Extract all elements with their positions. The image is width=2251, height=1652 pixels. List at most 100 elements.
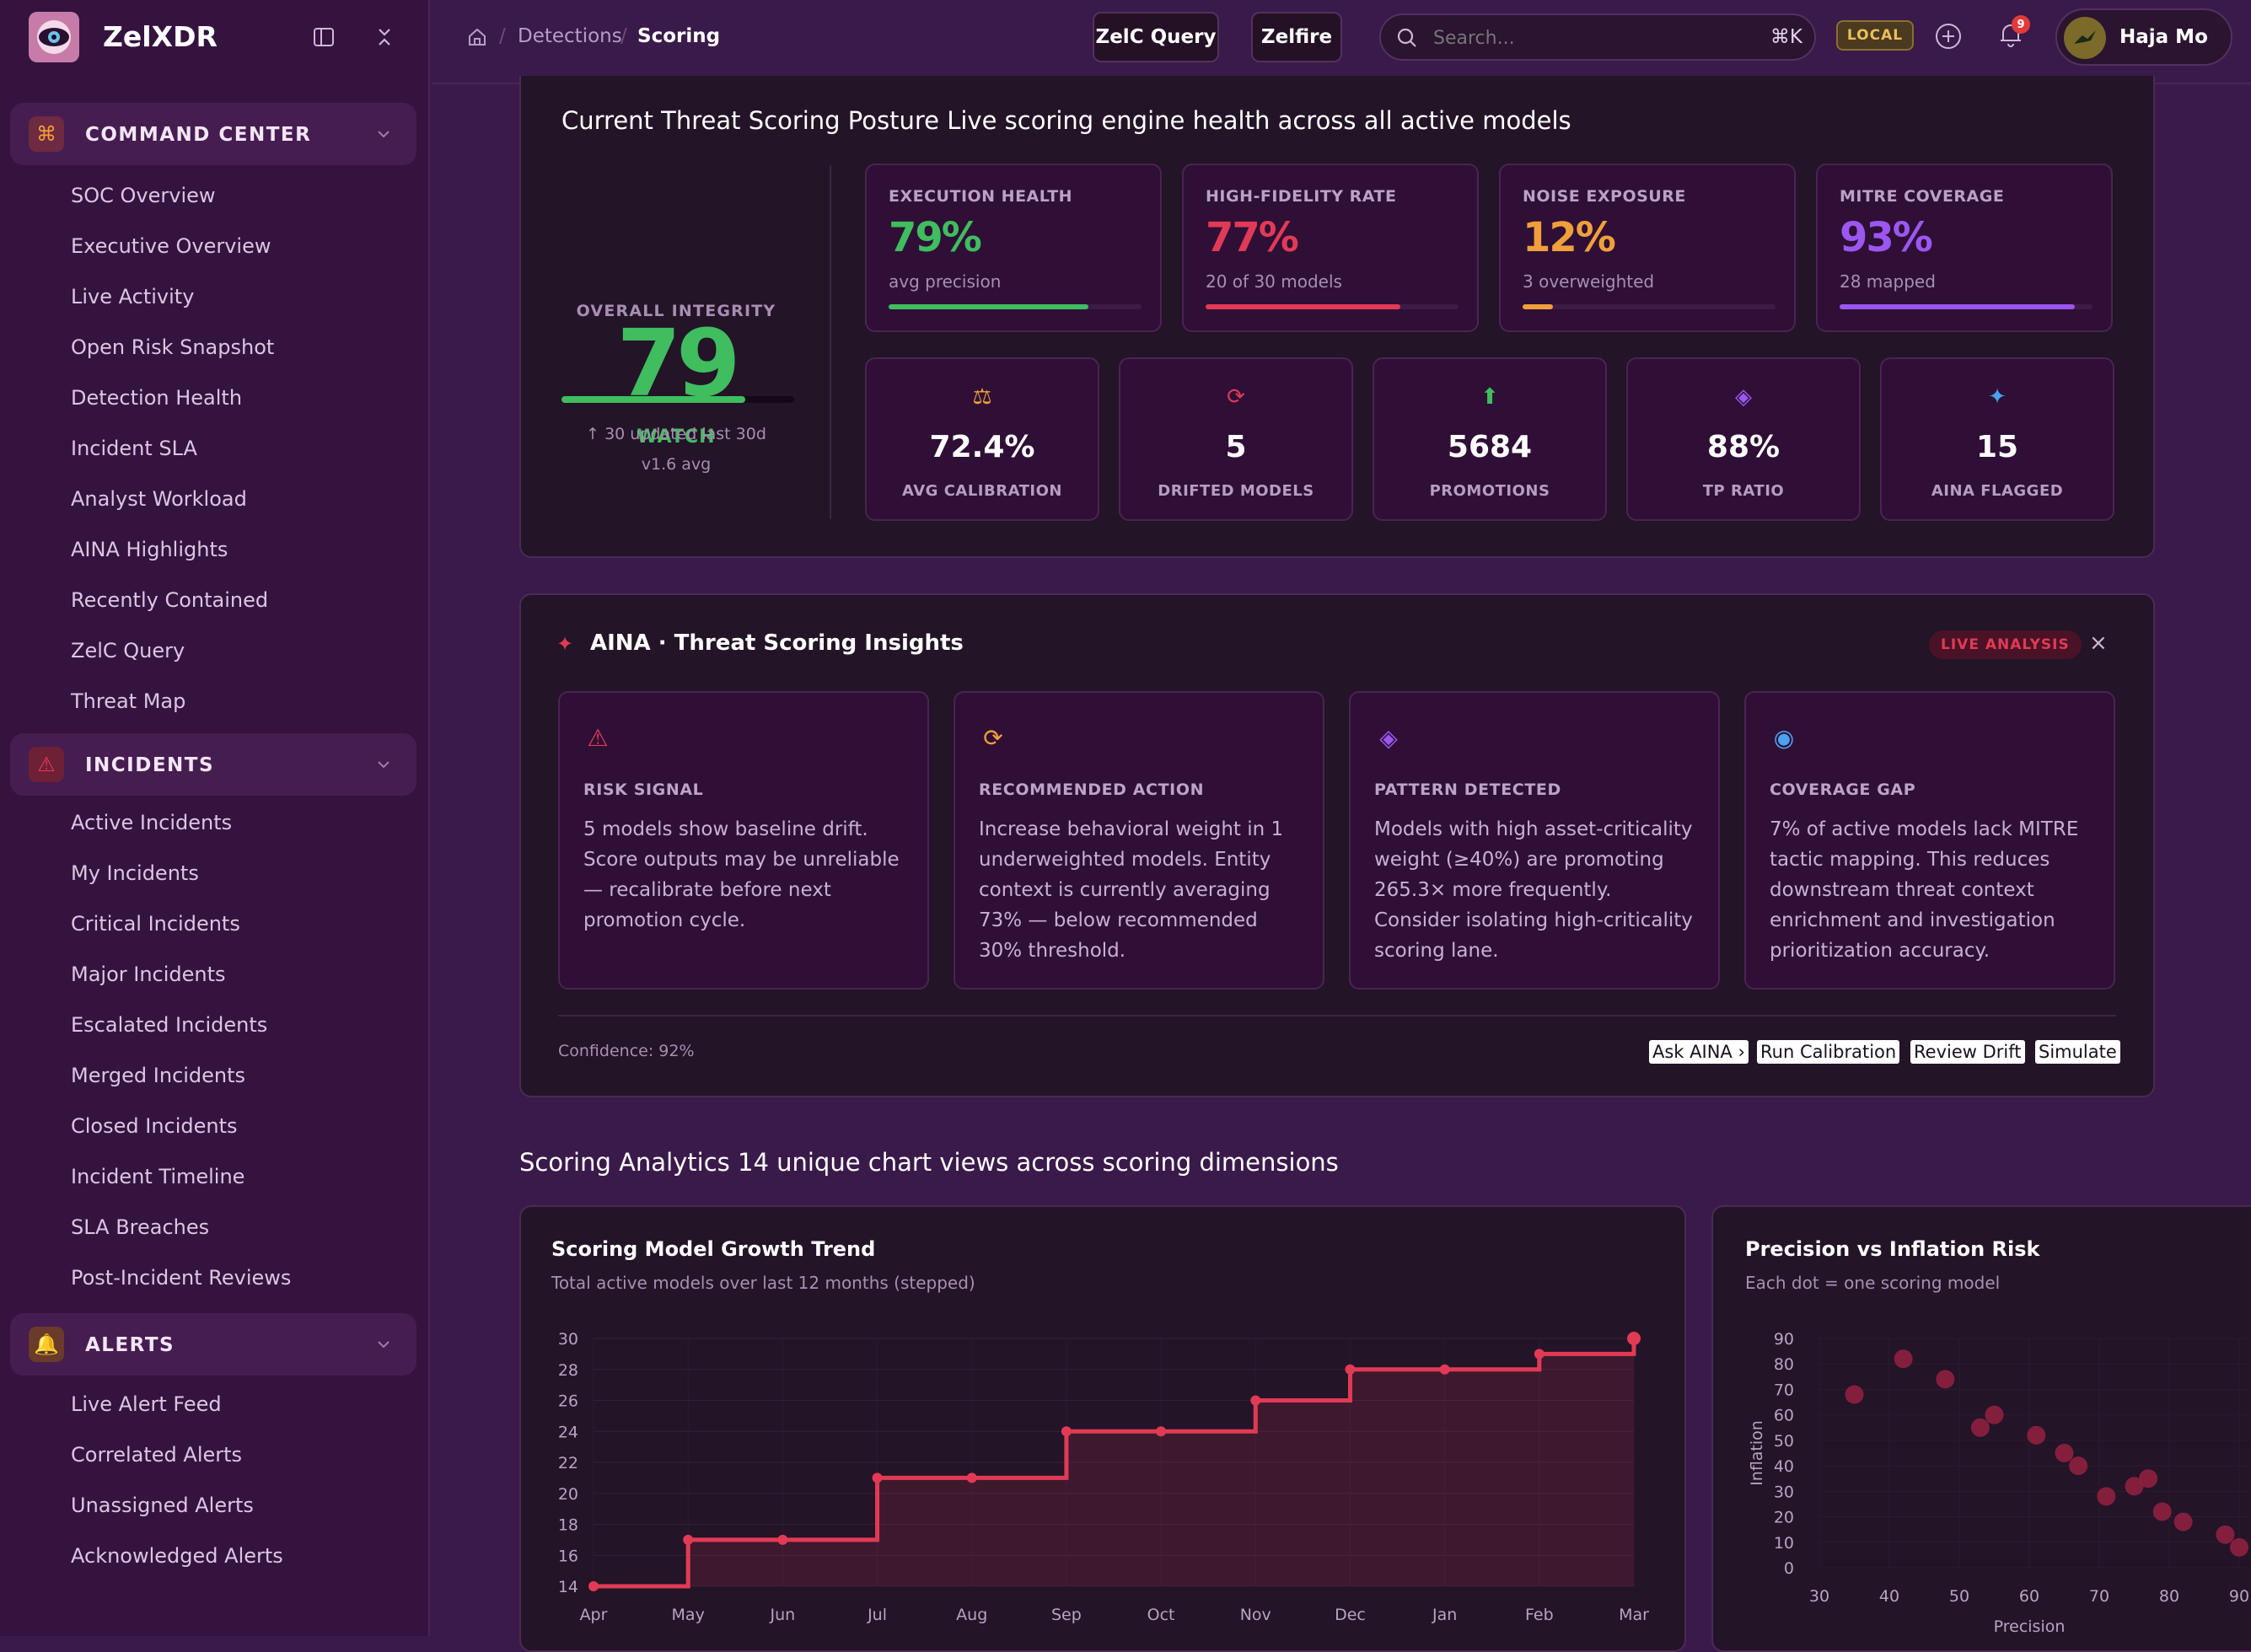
close-icon[interactable]: × (2089, 630, 2108, 656)
sidebar-item-aina-highlights[interactable]: AINA Highlights (71, 538, 228, 561)
breadcrumb-detections[interactable]: Detections (518, 25, 622, 47)
target-icon: ◉ (1773, 723, 1795, 752)
sidebar-item-acknowledged-alerts[interactable]: Acknowledged Alerts (71, 1544, 283, 1568)
scatter-chart: 0 10 20 30 40 50 60 70 80 90 30 40 50 60 70 80 90 Precisi… (1748, 1330, 2251, 1636)
stat-card: ✦ 15 AINA FLAGGED (1880, 357, 2114, 521)
scatter-point (2055, 1444, 2074, 1462)
sidebar-group-command-center[interactable]: ⌘ COMMAND CENTER (10, 103, 416, 165)
stat-value: 88% (1706, 430, 1781, 464)
scatter-chart-card: Precision vs Inflation Risk Each dot = o… (1711, 1205, 2251, 1652)
zelc-query-button[interactable]: ZelC Query (1093, 12, 1219, 62)
sidebar-item-zelc-query[interactable]: ZelC Query (71, 639, 185, 662)
sidebar-item-active-incidents[interactable]: Active Incidents (71, 811, 233, 834)
x-tick-label: Sep (1051, 1606, 1082, 1624)
sidebar-group-label: INCIDENTS (85, 754, 215, 776)
y-tick-label: 22 (558, 1454, 578, 1472)
x-tick-label: Dec (1335, 1606, 1366, 1624)
sidebar-item-my-incidents[interactable]: My Incidents (71, 861, 199, 885)
collapse-icon[interactable] (369, 22, 400, 52)
notifications-bell-icon[interactable]: 9 (1996, 15, 2030, 51)
sidebar-item-recently-contained[interactable]: Recently Contained (71, 588, 269, 612)
metric-card: HIGH-FIDELITY RATE 77% 20 of 30 models (1182, 164, 1479, 332)
scatter-point (2027, 1425, 2046, 1445)
simulate-button[interactable]: Simulate (2035, 1040, 2120, 1064)
data-point (588, 1581, 599, 1591)
x-tick-label: 60 (2019, 1587, 2039, 1606)
sidebar-item-major-incidents[interactable]: Major Incidents (71, 963, 226, 986)
sidebar-group-label: COMMAND CENTER (85, 124, 312, 146)
insight-title: RECOMMENDED ACTION (979, 780, 1205, 799)
home-icon[interactable] (465, 25, 491, 51)
sidebar-item-sla-breaches[interactable]: SLA Breaches (71, 1215, 210, 1239)
stat-card: ◈ 88% TP RATIO (1626, 357, 1861, 521)
sidebar-item-analyst-workload[interactable]: Analyst Workload (71, 487, 247, 511)
x-tick-label: 30 (1809, 1587, 1829, 1606)
sidebar-item-escalated-incidents[interactable]: Escalated Incidents (71, 1013, 268, 1037)
sidebar-item-post-incident-reviews[interactable]: Post-Incident Reviews (71, 1266, 292, 1290)
scatter-point (2125, 1477, 2144, 1496)
posture-subtitle: Live scoring engine health across all ac… (947, 106, 1571, 135)
sidebar-item-threat-map[interactable]: Threat Map (71, 689, 186, 713)
posture-title: Current Threat Scoring Posture (561, 106, 939, 135)
y-tick-label: 14 (558, 1578, 578, 1596)
diamond-icon: ◈ (1735, 384, 1752, 410)
y-tick-label: 90 (1774, 1330, 1794, 1349)
sidebar-item-live-activity[interactable]: Live Activity (71, 285, 195, 308)
y-tick-label: 30 (558, 1330, 578, 1349)
metric-progress (1523, 304, 1776, 309)
sidebar-item-soc-overview[interactable]: SOC Overview (71, 184, 216, 207)
insight-body: Increase behavioral weight in 1 underwei… (979, 818, 1284, 962)
metric-value: 79% (889, 214, 982, 261)
sidebar-item-critical-incidents[interactable]: Critical Incidents (71, 912, 240, 936)
stat-label: PROMOTIONS (1429, 482, 1550, 500)
zelxdr-logo[interactable] (29, 12, 79, 62)
y-tick-label: 30 (1774, 1483, 1794, 1501)
metric-label: HIGH-FIDELITY RATE (1206, 187, 1397, 206)
y-tick-label: 16 (558, 1547, 578, 1565)
chevron-down-icon (378, 1341, 389, 1349)
metric-progress (889, 304, 1142, 309)
metric-label: MITRE COVERAGE (1840, 187, 2005, 206)
scatter-chart-subtitle: Each dot = one scoring model (1745, 1273, 2001, 1293)
sidebar-toggle-icon[interactable] (309, 22, 339, 52)
sidebar-item-executive-overview[interactable]: Executive Overview (71, 234, 271, 258)
sidebar-item-closed-incidents[interactable]: Closed Incidents (71, 1114, 238, 1138)
sidebar-item-open-risk-snapshot[interactable]: Open Risk Snapshot (71, 335, 275, 359)
sidebar-item-detection-health[interactable]: Detection Health (71, 386, 243, 410)
x-tick-label: Feb (1525, 1606, 1554, 1624)
metric-sub: 20 of 30 models (1206, 271, 1342, 292)
sidebar-item-merged-incidents[interactable]: Merged Incidents (71, 1064, 246, 1087)
user-menu[interactable]: Haja Mo (2055, 8, 2232, 66)
sidebar-item-live-alert-feed[interactable]: Live Alert Feed (71, 1392, 222, 1416)
insight-card-coverage-gap: ◉ COVERAGE GAP 7% of active models lack MI… (1744, 691, 2115, 990)
sidebar: ZelXDR ⌘ COMMAND CENTER SOC Overview Execut… (0, 0, 430, 1636)
scatter-point (1985, 1405, 2004, 1424)
arrow-up-icon: ⬆ (1480, 384, 1499, 410)
zelfire-button[interactable]: Zelfire (1251, 12, 1342, 62)
review-drift-button[interactable]: Review Drift (1910, 1040, 2025, 1064)
ask-aina-button[interactable]: Ask AINA › (1649, 1040, 1749, 1064)
y-tick-label: 80 (1774, 1355, 1794, 1374)
search-bar[interactable]: ⌘K (1379, 13, 1816, 61)
add-icon[interactable] (1934, 22, 1963, 51)
analytics-subtitle: 14 unique chart views across scoring dim… (738, 1148, 1339, 1177)
insight-title: COVERAGE GAP (1770, 780, 1916, 799)
scatter-point (2216, 1525, 2235, 1544)
insight-body: 5 models show baseline drift. Score outp… (583, 818, 900, 931)
sidebar-group-incidents[interactable]: ⚠ INCIDENTS (10, 733, 416, 796)
sidebar-item-unassigned-alerts[interactable]: Unassigned Alerts (71, 1494, 254, 1517)
growth-chart: 14 16 18 20 22 24 26 28 30 Apr May Jun Jul Aug Sep Oct N… (558, 1330, 1649, 1624)
sidebar-item-incident-timeline[interactable]: Incident Timeline (71, 1165, 245, 1188)
integrity-panel: OVERALL INTEGRITY 79 WATCH (521, 169, 831, 523)
sidebar-item-incident-sla[interactable]: Incident SLA (71, 437, 197, 460)
search-input[interactable] (1433, 24, 1720, 52)
metric-card: NOISE EXPOSURE 12% 3 overweighted (1499, 164, 1796, 332)
search-icon (1397, 28, 1416, 47)
integrity-value: 79 (616, 309, 740, 417)
sidebar-group-alerts[interactable]: 🔔 ALERTS (10, 1313, 416, 1376)
y-tick-label: 20 (558, 1485, 578, 1504)
sidebar-item-correlated-alerts[interactable]: Correlated Alerts (71, 1443, 243, 1467)
metric-sub: 28 mapped (1840, 271, 1936, 292)
run-calibration-button[interactable]: Run Calibration (1757, 1040, 1900, 1064)
data-point (1156, 1426, 1167, 1437)
